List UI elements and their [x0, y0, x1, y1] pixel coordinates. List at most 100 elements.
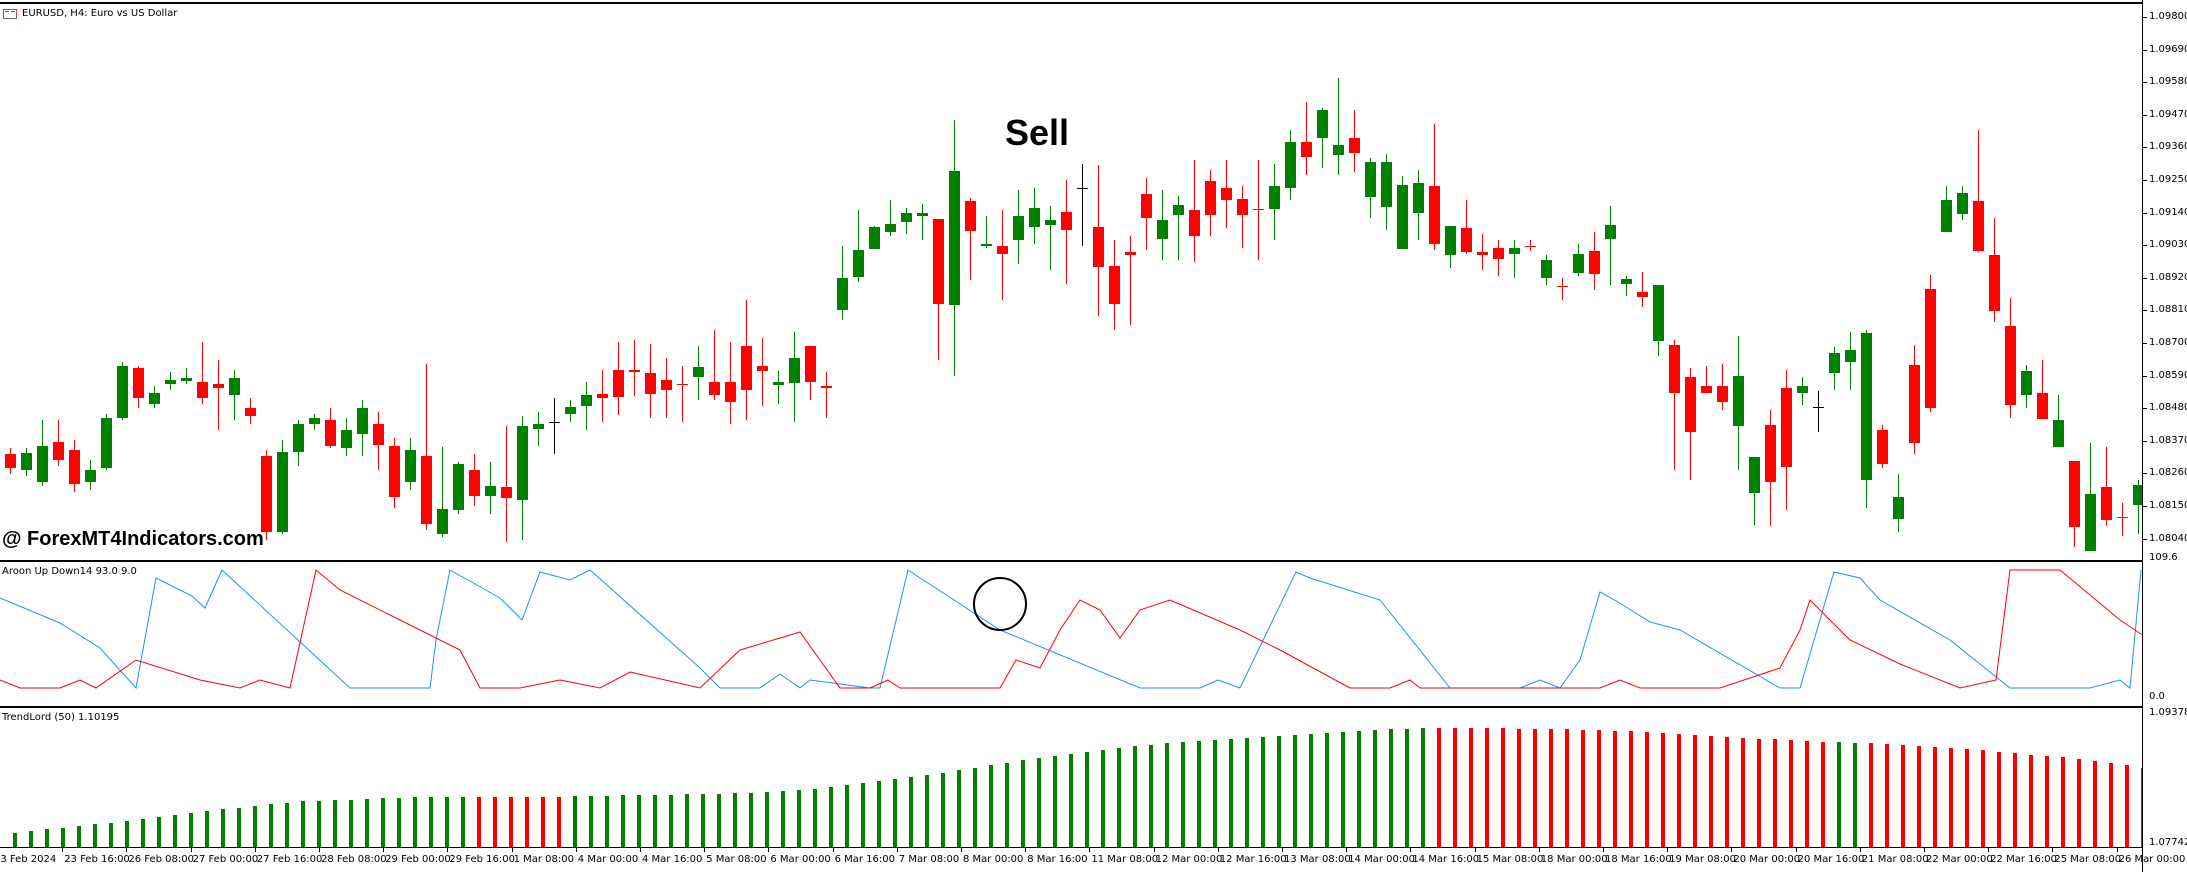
time-tick: [896, 847, 898, 852]
time-label: 4 Mar 16:00: [642, 854, 703, 865]
price-label: 1.09030: [2149, 239, 2187, 251]
time-label: 5 Mar 08:00: [706, 854, 767, 865]
aroon-axis-min: 0.0: [2149, 691, 2165, 702]
price-label: 1.08810: [2149, 304, 2187, 316]
time-tick: [1988, 847, 1990, 852]
time-tick: [1603, 847, 1604, 852]
time-label: 8 Mar 00:00: [963, 854, 1024, 865]
price-label: 1.09800: [2149, 11, 2187, 22]
time-label: 6 Mar 00:00: [770, 854, 831, 865]
symbol-window-icon: [3, 9, 17, 19]
time-label: 18 Mar 16:00: [1605, 854, 1672, 865]
price-tick: [2143, 245, 2147, 247]
time-label: 29 Feb 00:00: [385, 854, 451, 865]
chart-title: EURUSD, H4: Euro vs US Dollar: [22, 8, 178, 19]
price-tick: [2143, 49, 2147, 51]
time-tick: [1217, 847, 1219, 852]
time-label: 12 Mar 00:00: [1155, 854, 1223, 865]
price-tick: [2143, 82, 2147, 84]
aroon-indicator-pane[interactable]: Aroon Up Down14 93.0 9.0: [0, 560, 2142, 704]
time-label: 14 Mar 16:00: [1412, 854, 1480, 865]
time-tick: [704, 847, 706, 852]
time-label: 1 Mar 08:00: [513, 854, 574, 865]
price-label: 1.09360: [2149, 141, 2187, 153]
time-label: 12 Mar 16:00: [1219, 854, 1287, 865]
time-tick: [1731, 847, 1733, 852]
time-tick: [1346, 847, 1348, 852]
aroon-label: Aroon Up Down14 93.0 9.0: [2, 566, 137, 577]
time-label: 20 Mar 00:00: [1733, 854, 1801, 865]
price-tick: [2143, 212, 2147, 214]
price-tick: [2143, 114, 2147, 116]
price-tick: [2143, 375, 2147, 377]
time-tick: [1924, 847, 1925, 852]
price-label: 1.09250: [2149, 174, 2187, 185]
time-tick: [319, 847, 320, 852]
price-label: 1.08150: [2149, 500, 2187, 511]
time-label: 22 Mar 16:00: [1990, 854, 2057, 865]
time-label: 27 Feb 00:00: [192, 854, 259, 865]
trendlord-label: TrendLord (50) 1.10195: [2, 712, 120, 723]
price-tick: [2143, 310, 2147, 312]
time-tick: [190, 847, 192, 852]
time-label: 26 Mar 00:00: [2118, 854, 2186, 865]
price-tick: [2143, 277, 2147, 279]
aroon-axis-max: 109.6: [2149, 552, 2178, 563]
price-tick: [2143, 440, 2147, 442]
time-tick: [1667, 847, 1669, 852]
time-tick: [126, 847, 128, 852]
time-label: 23 Feb 2024: [0, 854, 57, 865]
price-tick: [2143, 343, 2147, 344]
time-label: 18 Mar 00:00: [1540, 854, 1608, 865]
time-tick: [640, 847, 641, 852]
time-label: 20 Mar 16:00: [1797, 854, 1865, 865]
time-tick: [1859, 847, 1861, 852]
time-tick: [1538, 847, 1540, 852]
trendlord-axis-max: 1.09378: [2149, 707, 2187, 718]
time-label: 19 Mar 08:00: [1669, 854, 1736, 865]
time-label: 15 Mar 08:00: [1476, 854, 1544, 865]
price-tick: [2143, 180, 2147, 181]
time-tick: [62, 847, 64, 852]
watermark: @ ForexMT4Indicators.com: [2, 528, 264, 550]
price-label: 1.09470: [2149, 108, 2187, 120]
price-chart-pane[interactable]: EURUSD, H4: Euro vs US Dollar Sell @ For…: [0, 2, 2142, 558]
time-label: 21 Mar 08:00: [1861, 854, 1929, 865]
time-tick: [575, 847, 577, 852]
time-tick: [832, 847, 834, 852]
time-tick: [1474, 847, 1476, 852]
time-label: 8 Mar 16:00: [1027, 854, 1088, 865]
time-tick: [768, 847, 770, 852]
price-label: 1.08370: [2149, 434, 2187, 446]
time-label: 6 Mar 16:00: [834, 854, 895, 865]
price-axis[interactable]: 1.09800 1.09690 1.09580 1.09470 1.09360 1.092…: [2142, 0, 2187, 872]
price-tick: [2143, 506, 2147, 507]
aroon-lines: [0, 569, 2142, 690]
time-label: 11 Mar 08:00: [1091, 854, 1159, 865]
time-tick: [1089, 847, 1091, 852]
price-label: 1.08260: [2149, 467, 2187, 479]
price-label: 1.08700: [2149, 337, 2187, 348]
candlestick-series: [5, 78, 2142, 551]
time-label: 13 Mar 08:00: [1284, 854, 1351, 865]
time-label: 25 Mar 08:00: [2054, 854, 2122, 865]
time-tick: [1410, 847, 1412, 852]
time-label: 23 Feb 16:00: [64, 854, 130, 865]
price-tick: [2143, 147, 2147, 149]
time-tick: [1795, 847, 1797, 852]
time-tick: [961, 847, 962, 852]
time-axis[interactable]: 23 Feb 2024 23 Feb 16:00 26 Feb 08:00 27 Fe…: [0, 847, 2185, 873]
time-tick: [1025, 847, 1027, 852]
trendlord-indicator-pane[interactable]: TrendLord (50) 1.10195: [0, 706, 2142, 849]
price-label: 1.09580: [2149, 76, 2187, 88]
time-label: 29 Feb 16:00: [449, 854, 515, 865]
price-tick: [2143, 17, 2147, 18]
time-label: 22 Mar 00:00: [1926, 854, 1993, 865]
price-tick: [2143, 408, 2147, 410]
price-tick: [2143, 538, 2147, 540]
price-label: 1.08040: [2149, 532, 2187, 544]
time-tick: [2116, 847, 2118, 852]
time-label: 27 Feb 16:00: [256, 854, 323, 865]
sell-annotation: Sell: [1005, 112, 1070, 153]
time-tick: [1282, 847, 1283, 852]
